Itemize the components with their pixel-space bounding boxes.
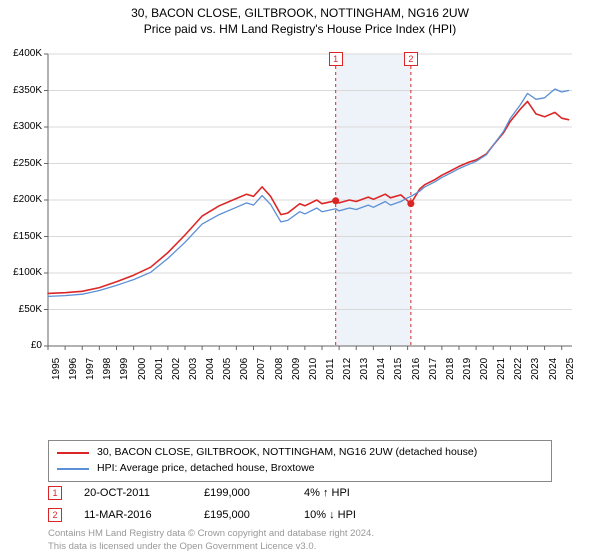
legend-swatch	[57, 468, 89, 470]
x-tick-label: 2023	[530, 358, 541, 380]
y-tick-label: £350K	[0, 85, 42, 96]
x-tick-label: 2002	[171, 358, 182, 380]
y-tick-label: £400K	[0, 48, 42, 59]
sale-row: 1 20-OCT-2011 £199,000 4% ↑ HPI	[40, 482, 424, 504]
y-tick-label: £100K	[0, 267, 42, 278]
x-tick-label: 2000	[137, 358, 148, 380]
legend-label: HPI: Average price, detached house, Brox…	[97, 461, 315, 477]
x-tick-label: 2016	[411, 358, 422, 380]
sale-price: £195,000	[204, 509, 304, 521]
chart-area: £0 £50K £100K £150K £200K £250K £300K £350K £400…	[0, 40, 600, 400]
x-tick-label: 2006	[239, 358, 250, 380]
y-tick-label: £300K	[0, 121, 42, 132]
legend-row: 30, BACON CLOSE, GILTBROOK, NOTTINGHAM, …	[57, 445, 543, 461]
x-tick-label: 2017	[428, 358, 439, 380]
legend-row: HPI: Average price, detached house, Brox…	[57, 461, 543, 477]
sale-marker-badge: 1	[48, 486, 62, 500]
legend: 30, BACON CLOSE, GILTBROOK, NOTTINGHAM, …	[48, 440, 552, 482]
sale-hpi-delta: 10% ↓ HPI	[304, 509, 424, 521]
x-tick-label: 2011	[325, 358, 336, 380]
sale-marker-chart-badge: 1	[329, 52, 343, 66]
footer-attribution: Contains HM Land Registry data © Crown c…	[48, 528, 374, 554]
legend-label: 30, BACON CLOSE, GILTBROOK, NOTTINGHAM, …	[97, 445, 477, 461]
x-tick-label: 2022	[513, 358, 524, 380]
x-tick-label: 2019	[462, 358, 473, 380]
chart-subtitle: Price paid vs. HM Land Registry's House …	[0, 20, 600, 36]
x-tick-label: 2015	[393, 358, 404, 380]
x-tick-label: 2014	[376, 358, 387, 380]
x-tick-label: 2025	[565, 358, 576, 380]
y-tick-label: £150K	[0, 231, 42, 242]
sale-row: 2 11-MAR-2016 £195,000 10% ↓ HPI	[40, 504, 424, 526]
x-tick-label: 2018	[445, 358, 456, 380]
x-tick-label: 1995	[51, 358, 62, 380]
x-tick-label: 2005	[222, 358, 233, 380]
x-tick-label: 2001	[154, 358, 165, 380]
x-tick-label: 2012	[342, 358, 353, 380]
footer-line: This data is licensed under the Open Gov…	[48, 541, 374, 554]
y-tick-label: £0	[0, 340, 42, 351]
chart-title: 30, BACON CLOSE, GILTBROOK, NOTTINGHAM, …	[0, 0, 600, 20]
x-tick-label: 2007	[256, 358, 267, 380]
x-tick-label: 2024	[548, 358, 559, 380]
x-tick-label: 1999	[119, 358, 130, 380]
x-tick-label: 2009	[291, 358, 302, 380]
y-tick-label: £250K	[0, 158, 42, 169]
sale-price: £199,000	[204, 487, 304, 499]
x-tick-label: 2010	[308, 358, 319, 380]
legend-swatch	[57, 452, 89, 454]
chart-svg	[0, 40, 600, 400]
y-tick-label: £50K	[0, 304, 42, 315]
y-tick-label: £200K	[0, 194, 42, 205]
root: 30, BACON CLOSE, GILTBROOK, NOTTINGHAM, …	[0, 0, 600, 560]
footer-line: Contains HM Land Registry data © Crown c…	[48, 528, 374, 541]
sale-marker-badge: 2	[48, 508, 62, 522]
x-tick-label: 2020	[479, 358, 490, 380]
x-tick-label: 1997	[85, 358, 96, 380]
x-tick-label: 2003	[188, 358, 199, 380]
x-tick-label: 2013	[359, 358, 370, 380]
sale-date: 11-MAR-2016	[84, 509, 204, 521]
sale-date: 20-OCT-2011	[84, 487, 204, 499]
x-tick-label: 2021	[496, 358, 507, 380]
sale-hpi-delta: 4% ↑ HPI	[304, 487, 424, 499]
sales-table: 1 20-OCT-2011 £199,000 4% ↑ HPI 2 11-MAR…	[40, 482, 424, 526]
sale-marker-chart-badge: 2	[404, 52, 418, 66]
x-tick-label: 1998	[102, 358, 113, 380]
x-tick-label: 1996	[68, 358, 79, 380]
x-tick-label: 2008	[274, 358, 285, 380]
x-tick-label: 2004	[205, 358, 216, 380]
